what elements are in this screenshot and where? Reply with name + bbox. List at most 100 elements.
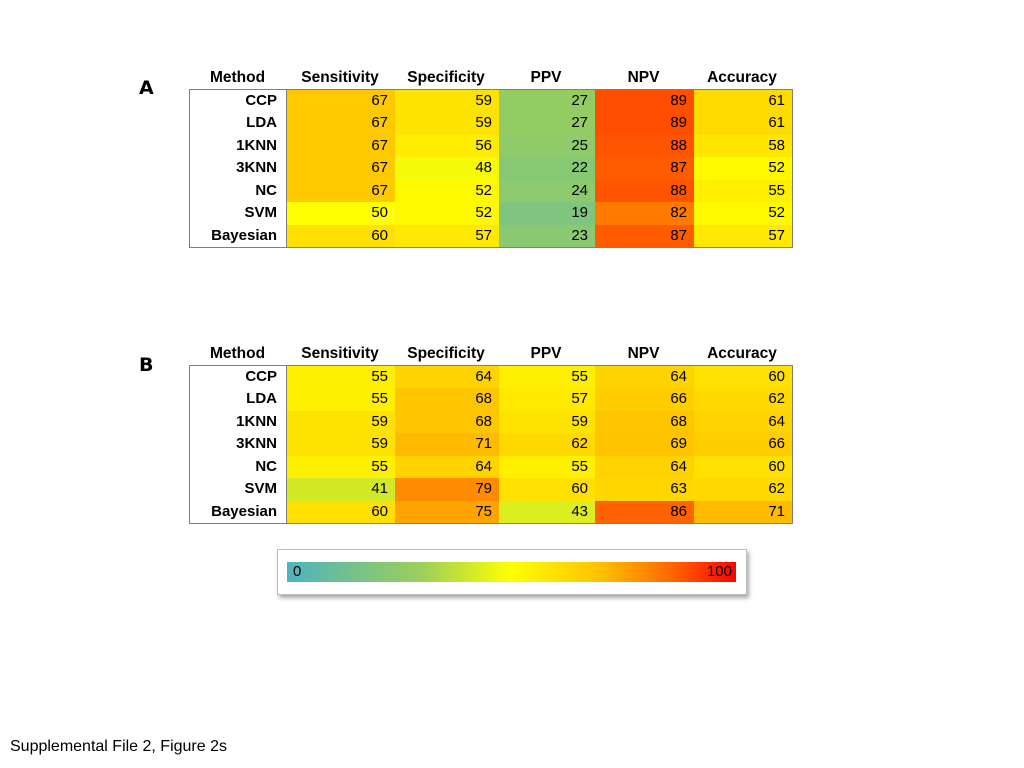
heatmap-cell: 27 — [499, 90, 595, 113]
method-label: CCP — [190, 366, 287, 389]
column-header: NPV — [627, 345, 660, 362]
heatmap-cell: 52 — [395, 179, 499, 203]
heatmap-cell: 41 — [287, 478, 395, 501]
table-row: LDA 67 59 27 89 61 — [190, 112, 792, 135]
heatmap-cell: 57 — [499, 388, 595, 411]
method-label: LDA — [190, 112, 287, 135]
heatmap-cell: 56 — [395, 134, 499, 158]
heatmap-cell: 60 — [694, 455, 792, 479]
heatmap-cell: 55 — [287, 455, 395, 479]
heatmap-cell: 55 — [499, 455, 595, 479]
method-label-text: NC — [255, 457, 277, 475]
table-row: SVM 50 52 19 82 52 — [190, 202, 792, 225]
table-row: Bayesian 60 75 43 86 71 — [190, 500, 792, 523]
heatmap-cell: 88 — [595, 134, 694, 158]
heatmap-cell: 89 — [595, 90, 694, 113]
table-row: CCP 55 64 55 64 60 — [190, 366, 792, 389]
method-label: SVM — [190, 478, 287, 501]
heatmap-cell: 59 — [287, 433, 395, 456]
heatmap-cell: 67 — [287, 90, 395, 113]
method-label-text: Bayesian — [211, 226, 277, 244]
heatmap-cell: 52 — [694, 202, 792, 225]
method-label-text: 3KNN — [236, 159, 277, 177]
heatmap-cell: 25 — [499, 134, 595, 158]
heatmap-cell: 61 — [694, 112, 792, 135]
heatmap-cell: 86 — [595, 500, 694, 523]
heatmap-cell: 60 — [499, 478, 595, 501]
heatmap-cell: 60 — [287, 500, 395, 523]
heatmap-cell: 87 — [595, 224, 694, 247]
heatmap-cell: 68 — [395, 388, 499, 411]
heatmap-cell: 52 — [395, 202, 499, 225]
table-row: NC 67 52 24 88 55 — [190, 179, 792, 203]
method-label: 1KNN — [190, 410, 287, 434]
heatmap-cell: 23 — [499, 224, 595, 247]
heatmap-cell: 89 — [595, 112, 694, 135]
heatmap-cell: 66 — [694, 433, 792, 456]
heatmap-cell: 59 — [395, 112, 499, 135]
heatmap-cell: 60 — [287, 224, 395, 247]
heatmap-cell: 55 — [694, 179, 792, 203]
color-gradient-bar: 0 100 — [287, 562, 736, 582]
heatmap-cell: 67 — [287, 179, 395, 203]
method-label: 3KNN — [190, 433, 287, 456]
heatmap-cell: 57 — [395, 224, 499, 247]
heatmap-cell: 75 — [395, 500, 499, 523]
heatmap-table-a: Method Sensitivity Specificity PPV NPV A… — [189, 66, 793, 248]
heatmap-cell: 43 — [499, 500, 595, 523]
heatmap-cell: 59 — [499, 410, 595, 434]
heatmap-cell: 64 — [595, 366, 694, 389]
column-header: PPV — [530, 345, 562, 362]
heatmap-cell: 68 — [595, 410, 694, 434]
heatmap-cell: 69 — [595, 433, 694, 456]
heatmap-cell: 68 — [395, 410, 499, 434]
heatmap-cell: 71 — [395, 433, 499, 456]
heatmap-cell: 64 — [595, 455, 694, 479]
column-header: Accuracy — [707, 345, 777, 362]
method-label-text: 1KNN — [236, 412, 277, 430]
method-label-text: 1KNN — [236, 136, 277, 154]
table-row: CCP 67 59 27 89 61 — [190, 90, 792, 113]
panel-label-a: A — [139, 77, 154, 99]
legend-min-label: 0 — [293, 563, 302, 580]
method-label: LDA — [190, 388, 287, 411]
heatmap-cell: 67 — [287, 112, 395, 135]
figure-caption: Supplemental File 2, Figure 2s — [10, 738, 227, 755]
method-label-text: Bayesian — [211, 502, 277, 520]
column-header: Specificity — [407, 69, 485, 86]
heatmap-cell: 67 — [287, 134, 395, 158]
table-row: SVM 41 79 60 63 62 — [190, 478, 792, 501]
heatmap-cell: 57 — [694, 224, 792, 247]
heatmap-cell: 24 — [499, 179, 595, 203]
heatmap-cell: 22 — [499, 157, 595, 180]
heatmap-cell: 50 — [287, 202, 395, 225]
heatmap-grid: CCP 67 59 27 89 61 LDA 67 59 27 89 61 1KNN 67 56 25 88 58… — [189, 89, 793, 248]
method-label: NC — [190, 455, 287, 479]
column-header: PPV — [530, 69, 562, 86]
method-label-text: LDA — [246, 114, 277, 132]
method-label: Bayesian — [190, 224, 287, 247]
heatmap-cell: 79 — [395, 478, 499, 501]
heatmap-cell: 64 — [395, 455, 499, 479]
method-label: Bayesian — [190, 500, 287, 523]
heatmap-cell: 55 — [287, 366, 395, 389]
table-row: 3KNN 59 71 62 69 66 — [190, 433, 792, 456]
heatmap-cell: 62 — [499, 433, 595, 456]
panel-label-b: B — [139, 354, 154, 376]
heatmap-cell: 27 — [499, 112, 595, 135]
method-label: SVM — [190, 202, 287, 225]
heatmap-cell: 59 — [395, 90, 499, 113]
heatmap-cell: 63 — [595, 478, 694, 501]
heatmap-cell: 55 — [287, 388, 395, 411]
table-row: 1KNN 59 68 59 68 64 — [190, 410, 792, 434]
heatmap-cell: 58 — [694, 134, 792, 158]
heatmap-cell: 62 — [694, 478, 792, 501]
heatmap-cell: 55 — [499, 366, 595, 389]
table-row: 1KNN 67 56 25 88 58 — [190, 134, 792, 158]
method-label-text: LDA — [246, 390, 277, 408]
header-row: Method Sensitivity Specificity PPV NPV A… — [189, 342, 793, 365]
heatmap-cell: 60 — [694, 366, 792, 389]
heatmap-cell: 64 — [694, 410, 792, 434]
header-row: Method Sensitivity Specificity PPV NPV A… — [189, 66, 793, 89]
method-label-text: SVM — [244, 204, 277, 222]
